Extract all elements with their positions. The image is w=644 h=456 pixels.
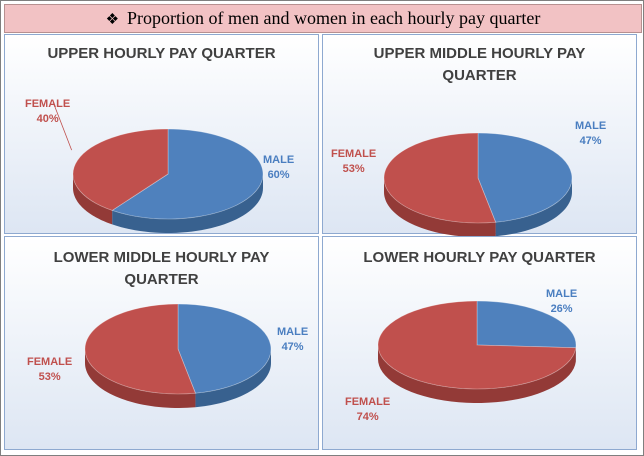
female-slice: [84, 303, 196, 395]
pie-svg: [84, 303, 272, 408]
pie-svg: [54, 106, 264, 233]
chart-title: LOWER MIDDLE HOURLY PAY QUARTER: [53, 249, 270, 288]
female-series-name: FEMALE: [345, 396, 391, 408]
male-slice-side: [495, 178, 572, 237]
male-series-name: MALE: [263, 154, 295, 166]
female-leader-line: [54, 106, 73, 151]
chart-lower-middle-quarter: LOWER MIDDLE HOURLY PAY QUARTER FEMALE 5…: [4, 236, 319, 450]
female-slice: [72, 128, 169, 211]
figure-header: ❖ Proportion of men and women in each hou…: [4, 4, 642, 33]
female-percent: 74%: [356, 411, 379, 423]
female-label: FEMALE 53%: [331, 147, 376, 177]
male-percent: 47%: [579, 135, 602, 147]
male-slice: [476, 300, 577, 349]
female-percent: 40%: [36, 113, 59, 125]
chart-lower-quarter: LOWER HOURLY PAY QUARTER FEMALE 74% MALE…: [322, 236, 637, 450]
chart-upper-quarter: UPPER HOURLY PAY QUARTER FEMALE 40% MALE…: [4, 34, 319, 234]
chart-title: UPPER HOURLY PAY QUARTER: [47, 45, 276, 62]
female-label: FEMALE 40%: [25, 97, 70, 127]
male-series-name: MALE: [546, 288, 578, 300]
diamond-bullet-icon: ❖: [105, 12, 120, 28]
male-series-name: MALE: [575, 120, 607, 132]
male-slice-side: [195, 349, 271, 408]
pie-svg: [383, 132, 573, 237]
female-slice-side: [378, 345, 576, 403]
chart-upper-middle-quarter: UPPER MIDDLE HOURLY PAY QUARTER FEMALE 5…: [322, 34, 637, 237]
male-slice: [111, 128, 264, 220]
female-series-name: FEMALE: [25, 98, 71, 110]
female-slice-side: [85, 349, 196, 408]
male-series-name: MALE: [277, 326, 309, 338]
female-slice: [383, 132, 497, 224]
figure-title: Proportion of men and women in each hour…: [127, 8, 541, 28]
pie-svg: [377, 300, 577, 403]
female-series-name: FEMALE: [331, 148, 377, 160]
female-slice: [377, 300, 577, 390]
male-label: MALE 26%: [546, 287, 577, 317]
chart-title: LOWER HOURLY PAY QUARTER: [363, 249, 596, 266]
male-label: MALE 47%: [277, 325, 308, 355]
male-slice-side: [112, 174, 263, 233]
chart-title: UPPER MIDDLE HOURLY PAY QUARTER: [373, 45, 586, 84]
female-label: FEMALE 53%: [27, 355, 72, 385]
male-label: MALE 47%: [575, 119, 606, 149]
female-series-name: FEMALE: [27, 356, 73, 368]
male-slice: [477, 132, 573, 223]
female-label: FEMALE 74%: [345, 395, 390, 425]
female-slice-side: [73, 174, 113, 225]
male-percent: 26%: [550, 303, 573, 315]
female-percent: 53%: [38, 371, 61, 383]
male-percent: 47%: [281, 341, 304, 353]
female-slice-side: [384, 178, 496, 237]
male-slice: [177, 303, 272, 394]
male-label: MALE 60%: [263, 153, 294, 183]
female-percent: 53%: [342, 163, 365, 175]
male-percent: 60%: [267, 169, 290, 181]
